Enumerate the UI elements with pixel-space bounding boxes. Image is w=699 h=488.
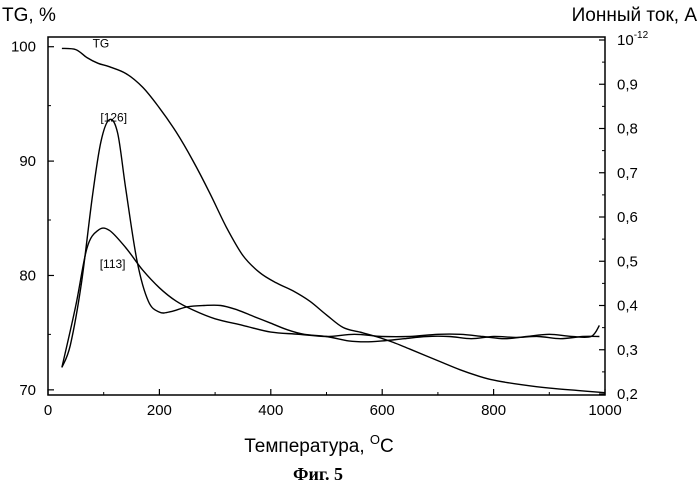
y-left-tick-label: 80 — [19, 267, 36, 284]
y-left-tick-label: 100 — [11, 39, 36, 56]
y-right-tick-label: 0,2 — [617, 386, 638, 403]
series-annotation: [126] — [100, 111, 127, 125]
series-annotation: [113] — [100, 257, 126, 271]
y-right-tick-label: 0,4 — [617, 298, 638, 315]
x-axis-unit-superscript: O — [370, 432, 380, 447]
x-axis-title: Температура, OC — [244, 432, 394, 457]
y-right-tick-label: 0,9 — [617, 76, 638, 93]
series-line-tg — [62, 48, 605, 392]
x-tick-label: 0 — [44, 402, 52, 419]
series-line-113 — [62, 228, 600, 367]
figure-caption: Фиг. 5 — [293, 464, 343, 484]
y-right-tick-label: 0,6 — [617, 209, 638, 226]
y-right-top-exponent: -12 — [634, 30, 649, 41]
y-right-title: Ионный ток, А — [572, 5, 698, 26]
axis-ticks — [48, 40, 605, 395]
y-right-tick-label: 0,5 — [617, 253, 638, 270]
x-tick-label: 400 — [258, 402, 283, 419]
y-right-tick-label: 10-12 — [617, 30, 649, 49]
y-left-tick-label: 70 — [19, 382, 36, 399]
x-axis-unit: C — [380, 436, 394, 457]
x-tick-label: 200 — [147, 402, 172, 419]
x-axis-title-text: Температура, — [244, 436, 370, 457]
y-left-tick-label: 90 — [19, 153, 36, 170]
series-line-126 — [62, 119, 600, 367]
y-right-tick-label: 0,3 — [617, 342, 638, 359]
y-left-title: TG, % — [2, 5, 56, 26]
x-tick-label: 600 — [370, 402, 395, 419]
axis-tick-labels: 0 200 400 600 800 1000 70 80 90 100 0,2 0,3 0,4 0,5 0,… — [11, 30, 649, 419]
series-layer — [62, 48, 605, 392]
y-right-tick-label: 0,7 — [617, 165, 638, 182]
x-tick-label: 800 — [481, 402, 506, 419]
series-annotation: TG — [93, 36, 110, 50]
y-right-tick-label: 0,8 — [617, 121, 638, 138]
x-tick-label: 1000 — [588, 402, 621, 419]
plot-frame — [48, 37, 605, 395]
